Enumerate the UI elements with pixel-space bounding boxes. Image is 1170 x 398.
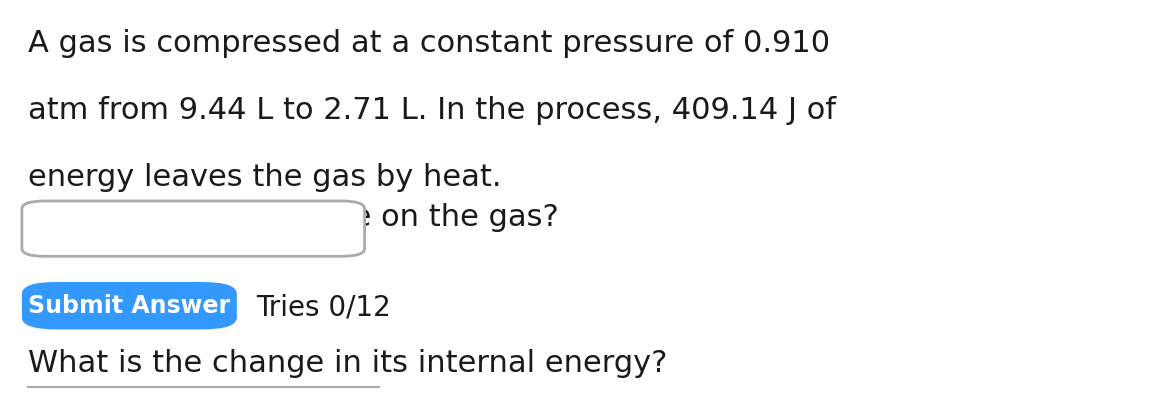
FancyBboxPatch shape (22, 282, 236, 330)
FancyBboxPatch shape (22, 201, 365, 256)
Text: What is the change in its internal energy?: What is the change in its internal energ… (28, 349, 667, 378)
Text: Tries 0/12: Tries 0/12 (256, 294, 391, 322)
Text: atm from 9.44 L to 2.71 L. In the process, 409.14 J of: atm from 9.44 L to 2.71 L. In the proces… (28, 96, 835, 125)
Text: What is the work done on the gas?: What is the work done on the gas? (28, 203, 558, 232)
Text: Submit Answer: Submit Answer (28, 294, 230, 318)
Text: A gas is compressed at a constant pressure of 0.910: A gas is compressed at a constant pressu… (28, 29, 830, 58)
Text: energy leaves the gas by heat.: energy leaves the gas by heat. (28, 164, 501, 192)
